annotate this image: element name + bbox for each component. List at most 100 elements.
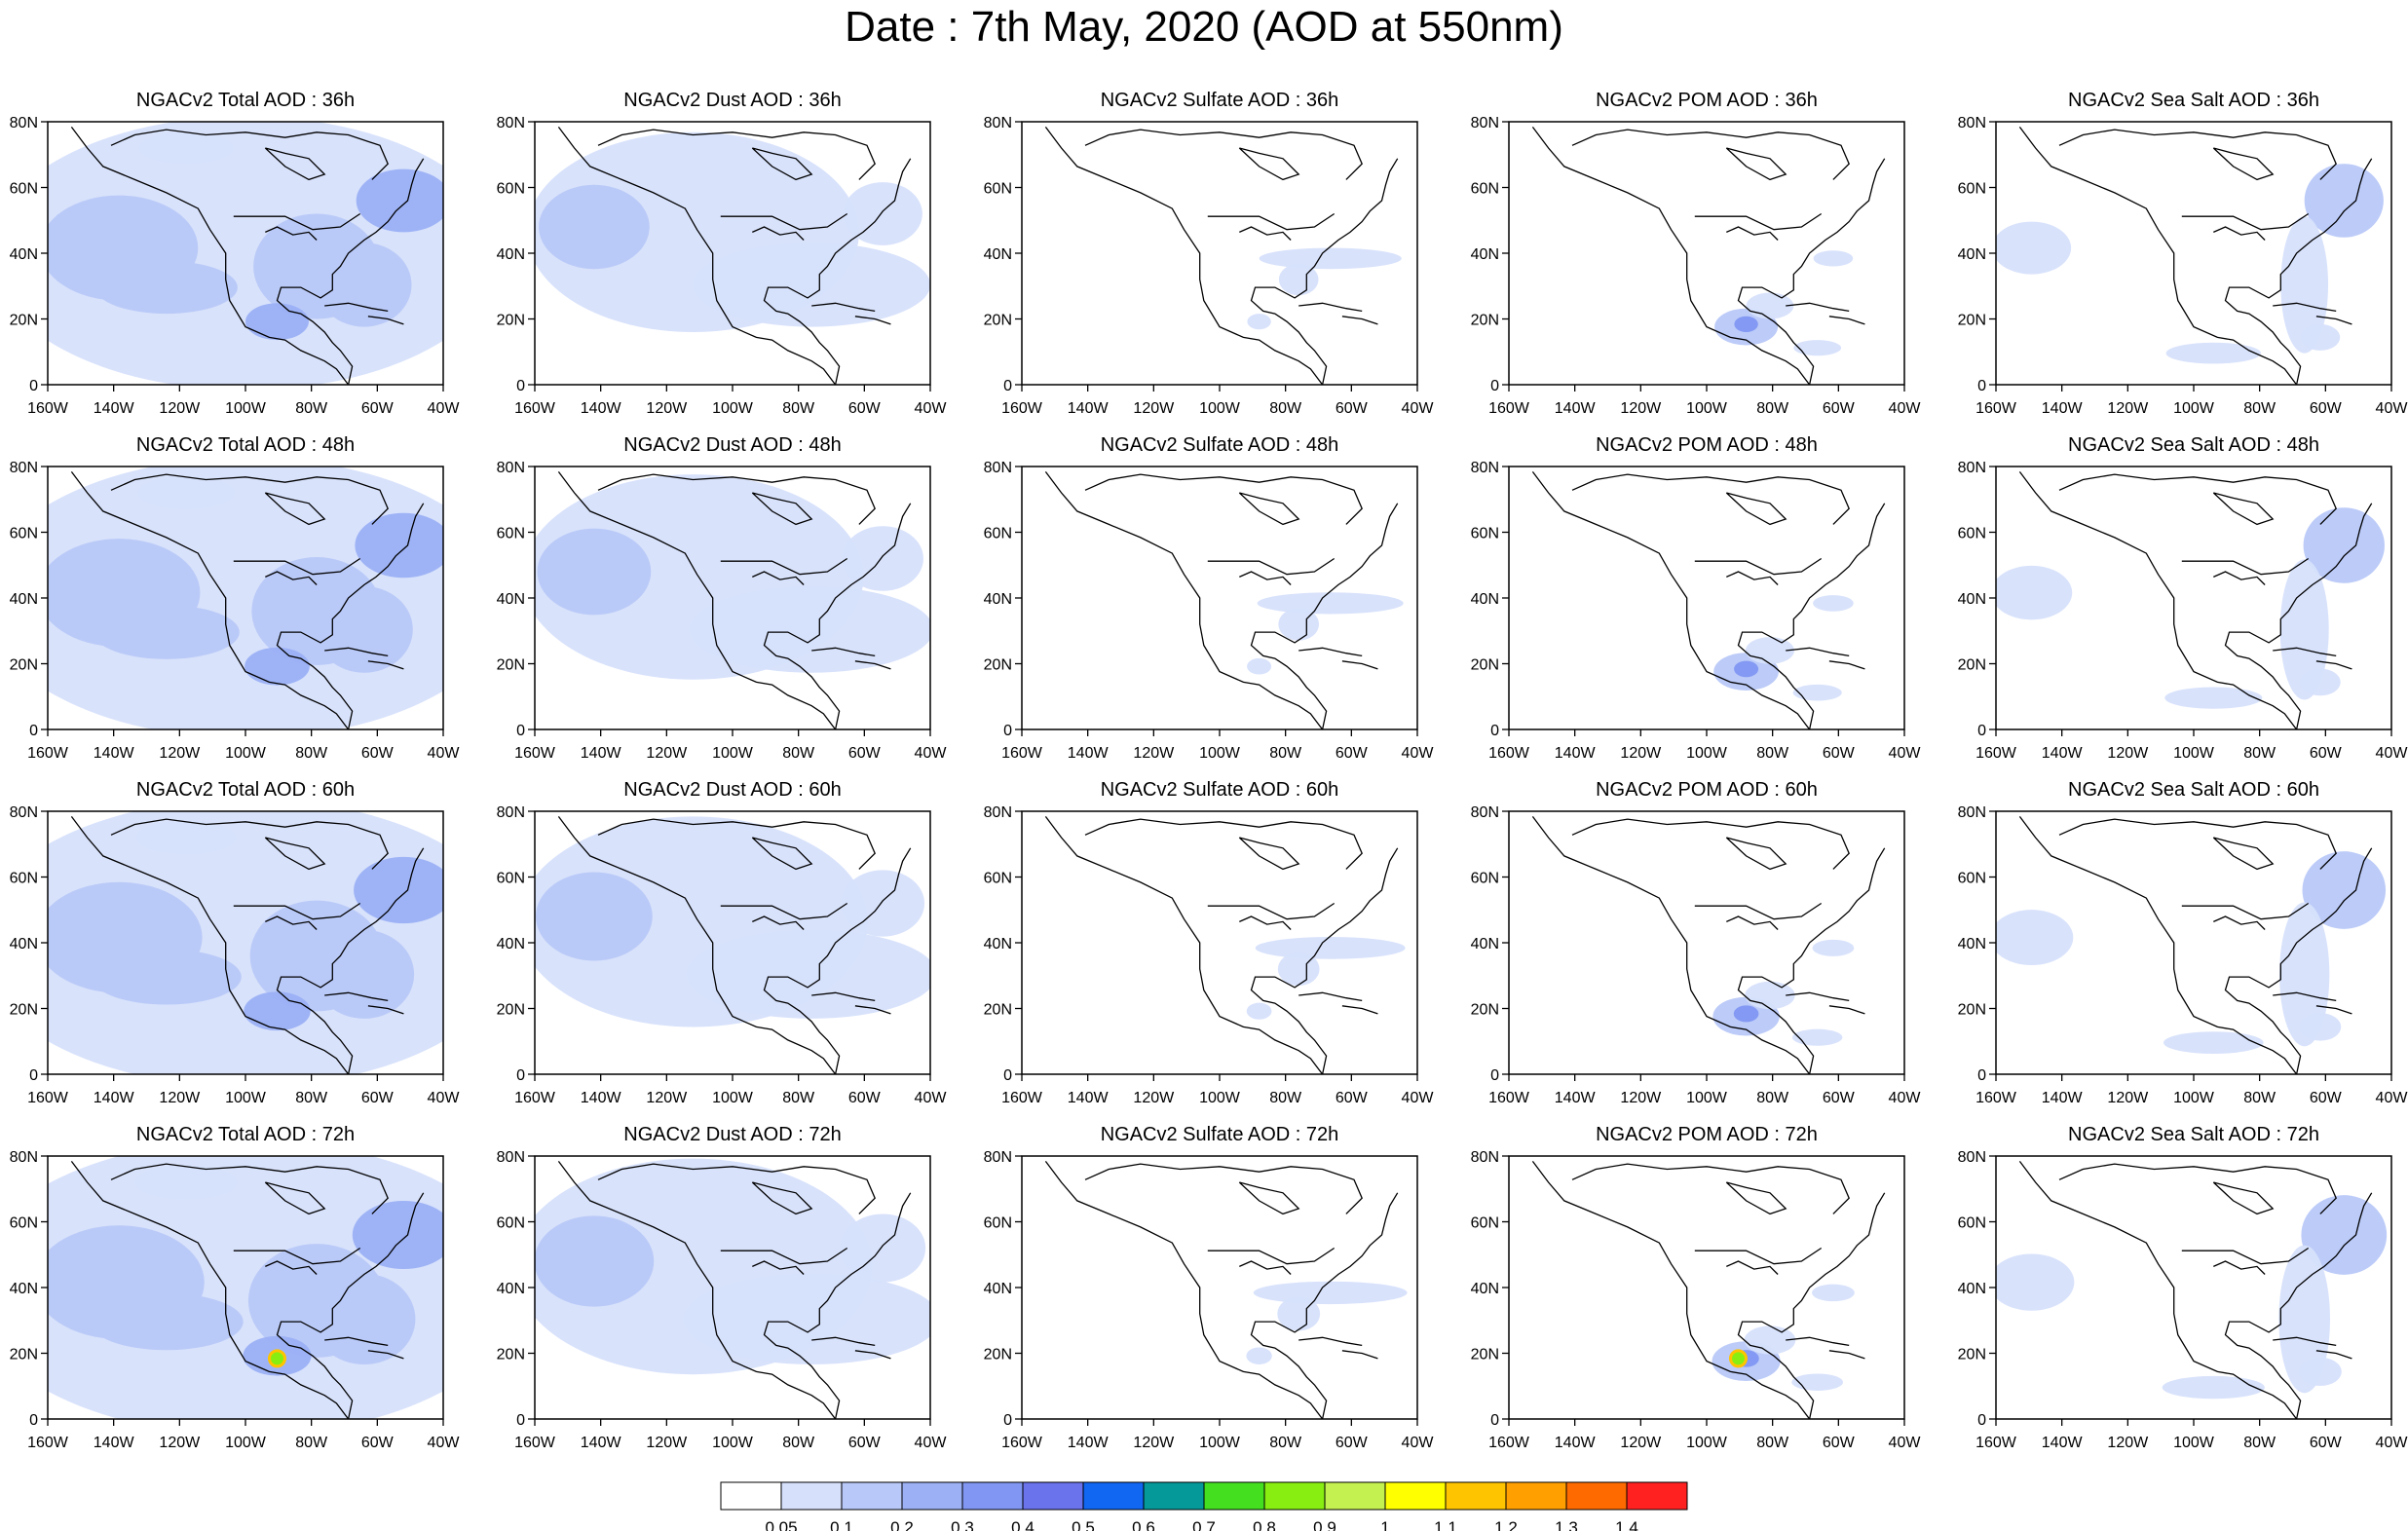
coastline xyxy=(1694,1247,1823,1265)
y-tick-label: 0 xyxy=(29,1067,38,1084)
x-tick-label: 100W xyxy=(712,400,754,417)
coastline xyxy=(1725,147,1787,181)
panel-title: NGACv2 Dust AOD : 36h xyxy=(623,90,842,111)
coastline xyxy=(367,660,404,670)
coastline xyxy=(1084,129,1363,180)
y-tick-label: 40N xyxy=(984,591,1012,608)
aod-plume xyxy=(2302,851,2387,929)
map-plot: 160W 140W 120W 100W 80W 60W 40W 0 20N 40N 60N 80N xyxy=(984,115,1435,417)
colorbar-label: 0.5 xyxy=(1072,1518,1095,1531)
aod-field xyxy=(48,467,443,729)
coastline xyxy=(233,557,361,576)
coastline xyxy=(1207,212,1336,231)
coastline xyxy=(1725,492,1787,526)
x-tick-label: 120W xyxy=(1133,1090,1175,1106)
x-tick-label: 100W xyxy=(1199,745,1241,762)
coastline xyxy=(264,147,326,181)
x-tick-label: 80W xyxy=(295,745,328,762)
y-tick-label: 20N xyxy=(984,657,1012,674)
x-tick-label: 160W xyxy=(1975,1090,2017,1106)
y-tick-label: 0 xyxy=(516,1067,525,1084)
y-tick-label: 40N xyxy=(497,936,525,952)
y-tick-label: 60N xyxy=(1958,181,1986,198)
x-tick-label: 160W xyxy=(1488,1090,1530,1106)
aod-plume xyxy=(1734,660,1759,678)
coastline xyxy=(324,1336,389,1347)
colorbar-label: 1.1 xyxy=(1434,1518,1457,1531)
coastline xyxy=(1044,471,1324,729)
colorbar-swatch xyxy=(780,1481,843,1511)
aod-field xyxy=(48,1156,443,1419)
panel-title: NGACv2 POM AOD : 72h xyxy=(1596,1124,1818,1145)
coastline xyxy=(2273,302,2337,313)
y-tick-label: 60N xyxy=(497,1215,525,1232)
x-tick-label: 120W xyxy=(1133,1435,1175,1451)
y-tick-label: 20N xyxy=(10,1347,38,1363)
y-tick-label: 0 xyxy=(1003,723,1012,739)
y-tick-label: 60N xyxy=(1958,526,1986,542)
y-tick-label: 60N xyxy=(1471,1215,1499,1232)
colorbar-label: 0.7 xyxy=(1192,1518,1216,1531)
y-tick-label: 20N xyxy=(1471,313,1499,329)
aod-plume xyxy=(355,512,443,579)
coastline xyxy=(2212,837,2275,871)
y-tick-label: 60N xyxy=(1471,526,1499,542)
coastline xyxy=(110,129,389,180)
colorbar-swatch xyxy=(1143,1481,1205,1511)
coastline xyxy=(1250,847,1399,1074)
aod-field xyxy=(1022,122,1417,385)
x-tick-label: 140W xyxy=(1555,745,1597,762)
x-tick-label: 120W xyxy=(646,400,688,417)
map-plot: 160W 140W 120W 100W 80W 60W 40W 0 20N 40N 60N 80N xyxy=(1958,460,2408,762)
y-tick-label: 20N xyxy=(497,313,525,329)
x-tick-label: 100W xyxy=(225,400,267,417)
y-tick-label: 20N xyxy=(497,657,525,674)
aod-plume xyxy=(2301,1195,2388,1275)
x-tick-label: 120W xyxy=(2107,400,2149,417)
aod-plume xyxy=(1259,247,1402,270)
coastline xyxy=(1084,1163,1363,1214)
x-tick-label: 120W xyxy=(159,1435,201,1451)
y-tick-label: 40N xyxy=(1471,246,1499,263)
panel-title: NGACv2 Sea Salt AOD : 72h xyxy=(2068,1124,2319,1145)
y-tick-label: 20N xyxy=(10,657,38,674)
aod-hotspot xyxy=(267,1349,286,1368)
y-tick-label: 0 xyxy=(1977,723,1986,739)
coastline xyxy=(1298,1336,1363,1347)
y-tick-label: 20N xyxy=(1471,1347,1499,1363)
map-plot: 160W 140W 120W 100W 80W 60W 40W 0 20N 40N 60N 80N xyxy=(1471,460,1922,762)
x-tick-label: 160W xyxy=(27,400,69,417)
x-tick-label: 80W xyxy=(2243,1090,2276,1106)
coastline xyxy=(2058,129,2337,180)
x-tick-label: 100W xyxy=(712,1435,754,1451)
y-tick-label: 20N xyxy=(1958,657,1986,674)
panel-title: NGACv2 Dust AOD : 48h xyxy=(623,434,842,456)
y-tick-label: 60N xyxy=(10,526,38,542)
panel-title: NGACv2 Dust AOD : 72h xyxy=(623,1124,842,1145)
coastline xyxy=(70,816,350,1074)
x-tick-label: 60W xyxy=(361,400,395,417)
map-panel: NGACv2 POM AOD : 48h 160W 140W 120W 100W 80W 6… xyxy=(1461,432,1948,773)
x-tick-label: 80W xyxy=(1756,1435,1789,1451)
aod-plume xyxy=(2304,164,2384,238)
x-tick-label: 120W xyxy=(159,400,201,417)
x-tick-label: 100W xyxy=(2173,1435,2215,1451)
map-plot: 160W 140W 120W 100W 80W 60W 40W 0 20N 40N 60N 80N xyxy=(497,460,948,762)
x-tick-label: 160W xyxy=(27,1435,69,1451)
y-tick-label: 0 xyxy=(1977,1067,1986,1084)
colorbar-swatch xyxy=(1203,1481,1265,1511)
y-tick-label: 80N xyxy=(497,115,525,131)
aod-plume xyxy=(1733,1005,1759,1023)
aod-field xyxy=(535,122,930,385)
x-tick-label: 80W xyxy=(1756,745,1789,762)
aod-plume xyxy=(693,243,930,327)
x-tick-label: 140W xyxy=(581,1435,622,1451)
y-tick-label: 40N xyxy=(497,591,525,608)
x-tick-label: 80W xyxy=(1269,400,1302,417)
y-tick-label: 80N xyxy=(1471,115,1499,131)
coastline xyxy=(763,158,912,385)
y-tick-label: 60N xyxy=(984,871,1012,887)
y-tick-label: 20N xyxy=(1471,657,1499,674)
x-tick-label: 120W xyxy=(2107,1435,2149,1451)
